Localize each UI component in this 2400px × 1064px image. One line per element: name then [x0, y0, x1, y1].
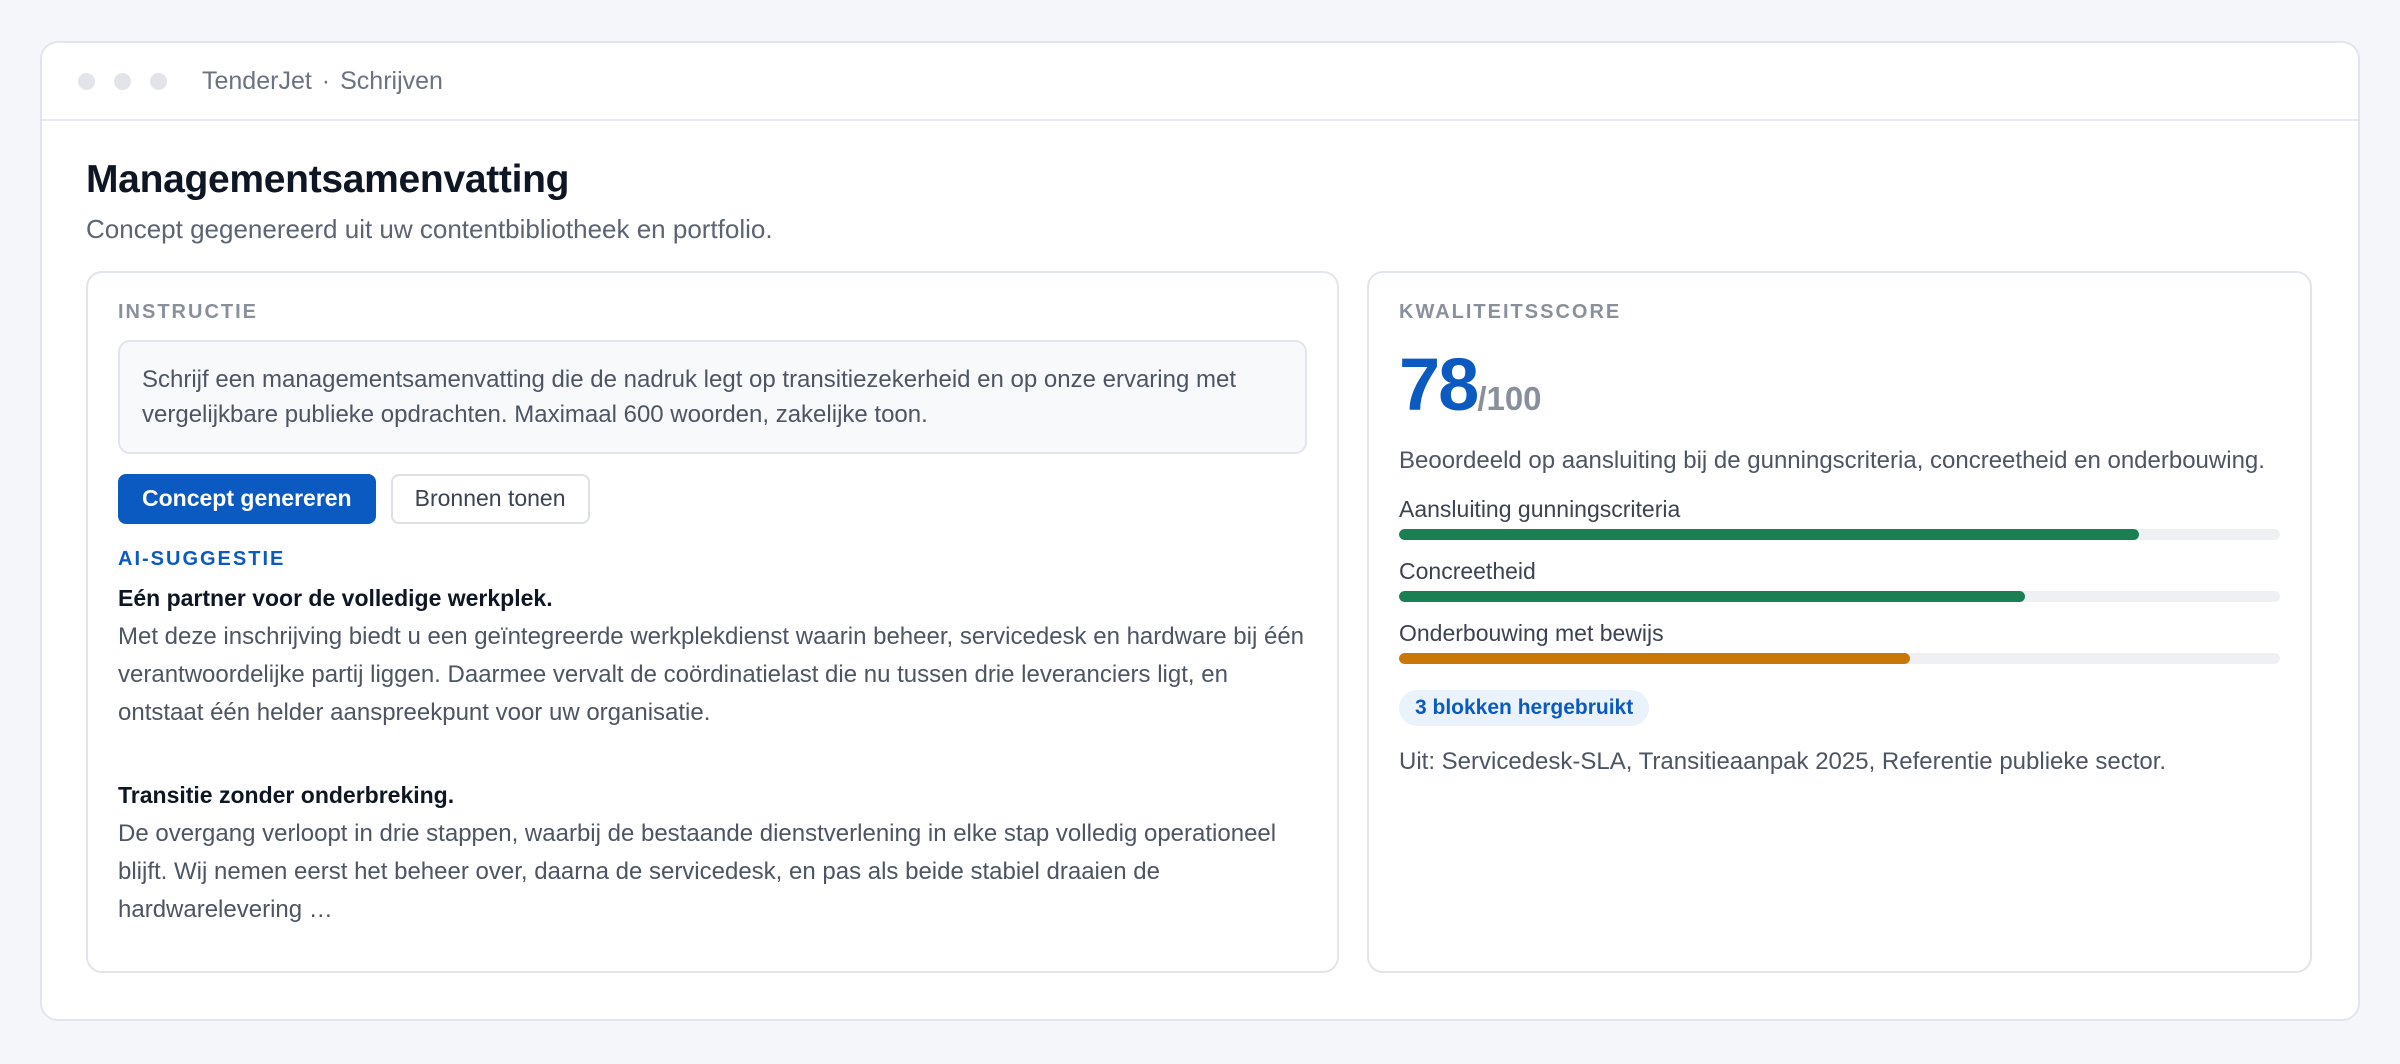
- ai-suggestion-label: AI-SUGGESTIE: [118, 547, 286, 570]
- metric-label: Concreetheid: [1399, 557, 1536, 584]
- app-section: Schrijven: [340, 66, 443, 95]
- title-bar: TenderJet · Schrijven: [42, 43, 2358, 121]
- reused-blocks-badge[interactable]: 3 blokken hergebruikt: [1399, 689, 1650, 726]
- score-display: 78 /100: [1399, 342, 2280, 426]
- score-value: 78: [1399, 342, 1479, 426]
- title-separator: ·: [321, 66, 331, 95]
- window-maximize-dot[interactable]: [150, 72, 167, 90]
- cards-row: INSTRUCTIE Schrijf een managementsamenva…: [86, 270, 2314, 973]
- score-max: /100: [1477, 379, 1542, 417]
- window-title: TenderJet · Schrijven: [202, 67, 443, 96]
- suggestion-paragraph: Eén partner voor de volledige werkplek. …: [118, 585, 1307, 732]
- editor-card: INSTRUCTIE Schrijf een managementsamenva…: [86, 270, 1339, 973]
- metric-label: Onderbouwing met bewijs: [1399, 619, 1664, 646]
- instruction-input[interactable]: Schrijf een managementsamenvatting die d…: [118, 339, 1307, 454]
- action-buttons: Concept genereren Bronnen tonen: [118, 473, 1307, 524]
- metric-bar-track: [1399, 652, 2280, 664]
- quality-score-label: KWALITEITSSCORE: [1399, 300, 1622, 323]
- suggestion-paragraph: Transitie zonder onderbreking. De overga…: [118, 782, 1307, 929]
- metric-evidence: Onderbouwing met bewijs: [1399, 620, 2280, 664]
- window-close-dot[interactable]: [78, 72, 95, 90]
- generate-concept-button[interactable]: Concept genereren: [118, 473, 376, 524]
- window-minimize-dot[interactable]: [114, 72, 131, 90]
- quality-score-card: KWALITEITSSCORE 78 /100 Beoordeeld op aa…: [1367, 270, 2312, 973]
- show-sources-button[interactable]: Bronnen tonen: [390, 473, 590, 524]
- suggestion-body: Met deze inschrijving biedt u een geïnte…: [118, 622, 1305, 726]
- app-name: TenderJet: [202, 66, 312, 95]
- suggestion-body: De overgang verloopt in drie stappen, wa…: [118, 819, 1277, 923]
- metric-concreteness: Concreetheid: [1399, 558, 2280, 602]
- page-title: Managementsamenvatting: [86, 158, 570, 201]
- sources-text: Uit: Servicedesk-SLA, Transitieaanpak 20…: [1399, 747, 2167, 775]
- metric-label: Aansluiting gunningscriteria: [1399, 495, 1681, 522]
- app-window: TenderJet · Schrijven Managementsamenvatti…: [40, 41, 2360, 1021]
- metric-bar-track: [1399, 528, 2280, 540]
- metric-alignment: Aansluiting gunningscriteria: [1399, 496, 2280, 540]
- page-subtitle: Concept gegenereerd uit uw contentbiblio…: [86, 213, 773, 244]
- score-description: Beoordeeld op aansluiting bij de gunning…: [1399, 446, 2265, 474]
- suggestion-heading: Eén partner voor de volledige werkplek.: [118, 584, 553, 611]
- suggestion-heading: Transitie zonder onderbreking.: [118, 781, 455, 808]
- metric-bar-fill: [1399, 652, 1910, 664]
- metric-bar-fill: [1399, 528, 2140, 540]
- instruction-label: INSTRUCTIE: [118, 300, 258, 323]
- metric-bar-fill: [1399, 590, 2025, 602]
- main-content: Managementsamenvatting Concept gegeneree…: [42, 121, 2358, 973]
- metric-bar-track: [1399, 590, 2280, 602]
